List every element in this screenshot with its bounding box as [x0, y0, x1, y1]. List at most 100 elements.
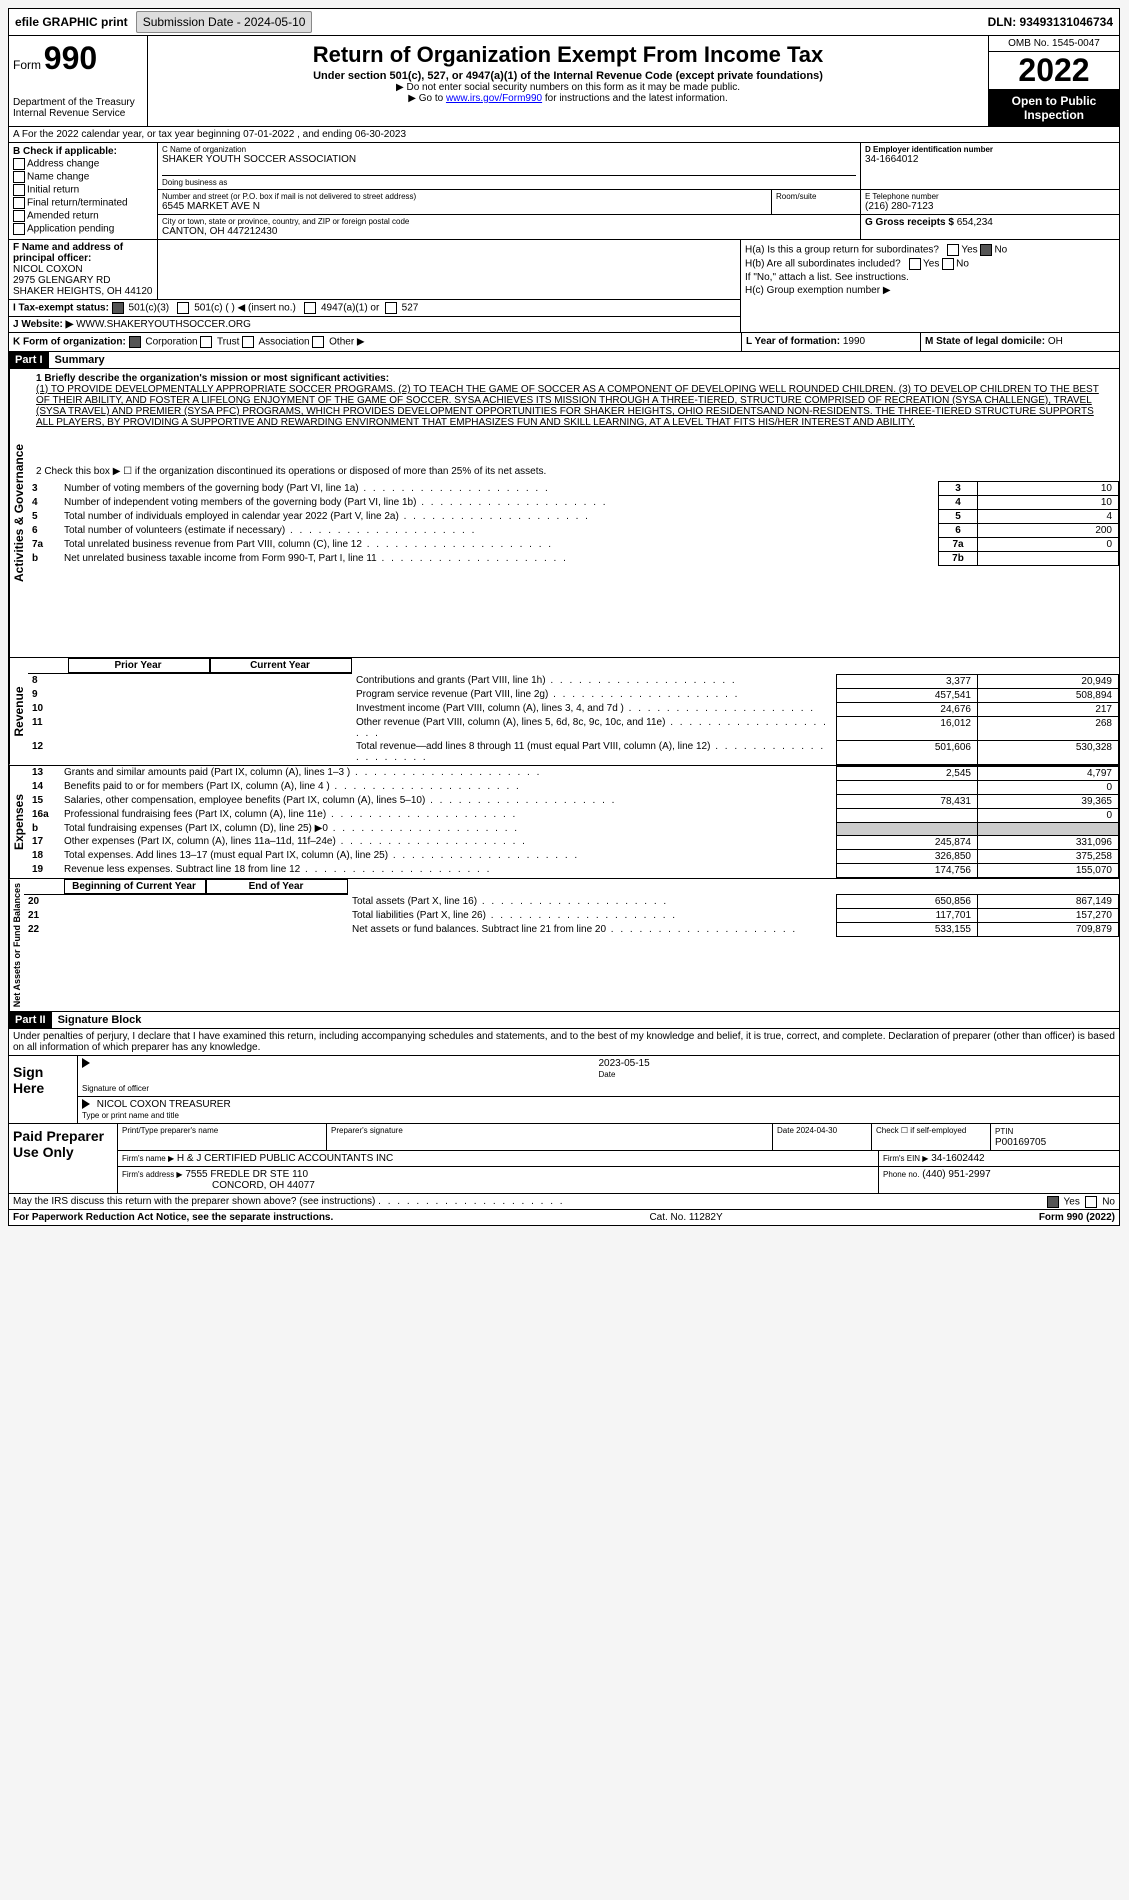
phone-cell: E Telephone number (216) 280-7123 [861, 190, 1119, 214]
prep-sig-label: Preparer's signature [327, 1124, 773, 1150]
paid-preparer-label: Paid Preparer Use Only [9, 1124, 118, 1193]
addr-label: Number and street (or P.O. box if mail i… [162, 192, 767, 201]
firm-addr-label: Firm's address ▶ [122, 1170, 183, 1179]
type-label: Type or print name and title [82, 1111, 179, 1120]
website-value: WWW.SHAKERYOUTHSOCCER.ORG [76, 319, 251, 330]
city-label: City or town, state or province, country… [162, 217, 856, 226]
part1-tag: Part I [9, 352, 49, 368]
box-m: M State of legal domicile: OH [921, 333, 1119, 351]
side-governance: Activities & Governance [9, 369, 28, 657]
ein-label: D Employer identification number [865, 145, 1115, 154]
identity-grid: B Check if applicable: Address change Na… [9, 143, 1119, 240]
discuss-yes[interactable] [1047, 1196, 1059, 1208]
form-number: 990 [44, 40, 97, 76]
hb-no[interactable] [942, 258, 954, 270]
discuss-no[interactable] [1085, 1196, 1097, 1208]
footer: For Paperwork Reduction Act Notice, see … [9, 1210, 1119, 1225]
revenue-table: Prior YearCurrent Year8Contributions and… [28, 658, 1119, 765]
ck-assoc[interactable] [242, 336, 254, 348]
ck-pending[interactable]: Application pending [13, 223, 153, 235]
ein-cell: D Employer identification number 34-1664… [861, 143, 1119, 189]
note-ssn: ▶ Do not enter social security numbers o… [152, 82, 984, 93]
box-c-d: C Name of organization SHAKER YOUTH SOCC… [158, 143, 1119, 239]
gross-value: 654,234 [957, 217, 993, 228]
ck-other[interactable] [312, 336, 324, 348]
netassets-table: Beginning of Current YearEnd of Year20To… [24, 879, 1119, 938]
prep-date: Date 2024-04-30 [773, 1124, 872, 1150]
discuss-row: May the IRS discuss this return with the… [9, 1194, 1119, 1210]
line1: 1 Briefly describe the organization's mi… [28, 369, 1119, 432]
irs-link[interactable]: www.irs.gov/Form990 [446, 93, 542, 104]
line2: 2 Check this box ▶ ☐ if the organization… [28, 462, 1119, 481]
firm-ein: 34-1602442 [931, 1153, 984, 1164]
exempt-label: I Tax-exempt status: [13, 303, 109, 314]
date-label: Date [599, 1070, 616, 1079]
firm-city: CONCORD, OH 44077 [212, 1180, 315, 1191]
officer-addr2: SHAKER HEIGHTS, OH 44120 [13, 286, 153, 297]
header-center: Return of Organization Exempt From Incom… [148, 36, 989, 126]
ck-final[interactable]: Final return/terminated [13, 197, 153, 209]
phone-value: (216) 280-7123 [865, 201, 1115, 212]
sig-officer-label: Signature of officer [82, 1084, 149, 1093]
part2-title: Signature Block [52, 1012, 148, 1028]
dba-label: Doing business as [162, 175, 856, 187]
prep-name-label: Print/Type preparer's name [118, 1124, 327, 1150]
prep-phone: (440) 951-2997 [922, 1169, 990, 1180]
part2-tag: Part II [9, 1012, 52, 1028]
phone-label: E Telephone number [865, 192, 1115, 201]
efile-label: efile GRAPHIC print [9, 12, 134, 32]
box-b: B Check if applicable: Address change Na… [9, 143, 158, 239]
self-emp: Check ☐ if self-employed [872, 1124, 991, 1150]
submission-date-button[interactable]: Submission Date - 2024-05-10 [136, 11, 313, 33]
catalog-no: Cat. No. 11282Y [333, 1212, 1039, 1223]
public-inspection: Open to Public Inspection [989, 90, 1119, 126]
ck-name[interactable]: Name change [13, 171, 153, 183]
firm-name: H & J CERTIFIED PUBLIC ACCOUNTANTS INC [177, 1153, 393, 1164]
prep-phone-label: Phone no. [883, 1170, 919, 1179]
ptin-value: P00169705 [995, 1137, 1046, 1148]
sign-here-label: Sign Here [9, 1056, 78, 1123]
ck-address[interactable]: Address change [13, 158, 153, 170]
governance-table: 3Number of voting members of the governi… [28, 481, 1119, 566]
link-post: for instructions and the latest informat… [542, 93, 728, 104]
name-label: C Name of organization [162, 145, 856, 154]
link-pre: ▶ Go to [408, 93, 446, 104]
ck-corp[interactable] [129, 336, 141, 348]
ck-501c3[interactable] [112, 302, 124, 314]
hb-yes[interactable] [909, 258, 921, 270]
ck-amended[interactable]: Amended return [13, 210, 153, 222]
hc-label: H(c) Group exemption number ▶ [745, 285, 1115, 296]
tax-year: 2022 [989, 52, 1119, 90]
sig-date: 2023-05-15 [599, 1058, 650, 1069]
ha-yes[interactable] [947, 244, 959, 256]
arrow-icon [82, 1099, 90, 1109]
declaration: Under penalties of perjury, I declare th… [9, 1029, 1119, 1056]
row-k-l-m: K Form of organization: Corporation Trus… [9, 333, 1119, 352]
ck-4947[interactable] [304, 302, 316, 314]
side-revenue: Revenue [9, 658, 28, 765]
line1-label: 1 Briefly describe the organization's mi… [36, 373, 389, 384]
officer-addr1: 2975 GLENGARY RD [13, 275, 153, 286]
form-990-page: efile GRAPHIC print Submission Date - 20… [8, 8, 1120, 1226]
form-header: Form 990 Department of the Treasury Inte… [9, 36, 1119, 127]
ck-501c[interactable] [177, 302, 189, 314]
hb-label: H(b) Are all subordinates included? [745, 259, 901, 270]
city-value: CANTON, OH 447212430 [162, 226, 856, 237]
ck-initial[interactable]: Initial return [13, 184, 153, 196]
website-row: J Website: ▶ WWW.SHAKERYOUTHSOCCER.ORG [9, 317, 740, 332]
tax-exempt-status: I Tax-exempt status: 501(c)(3) 501(c) ( … [9, 300, 740, 317]
header-right: OMB No. 1545-0047 2022 Open to Public In… [989, 36, 1119, 126]
officer-name-title: NICOL COXON TREASURER [97, 1099, 231, 1110]
header-left: Form 990 Department of the Treasury Inte… [9, 36, 148, 126]
form-subtitle: Under section 501(c), 527, or 4947(a)(1)… [152, 70, 984, 82]
ha-no[interactable] [980, 244, 992, 256]
firm-ein-label: Firm's EIN ▶ [883, 1154, 928, 1163]
ck-trust[interactable] [200, 336, 212, 348]
part1-title: Summary [49, 352, 111, 368]
org-name: SHAKER YOUTH SOCCER ASSOCIATION [162, 154, 856, 165]
ck-527[interactable] [385, 302, 397, 314]
hb-note: If "No," attach a list. See instructions… [745, 272, 1115, 283]
city-cell: City or town, state or province, country… [158, 215, 861, 239]
box-k: K Form of organization: Corporation Trus… [9, 333, 742, 351]
dln-label: DLN: 93493131046734 [982, 12, 1119, 32]
